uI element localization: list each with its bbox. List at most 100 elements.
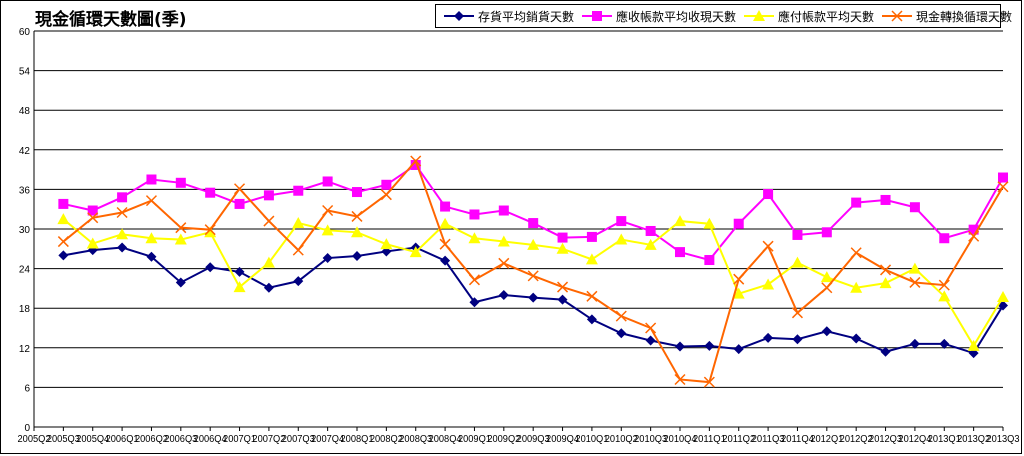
x-tick-label: 2011Q3: [752, 434, 785, 445]
data-point-series-2: [322, 176, 333, 187]
data-point-series-4: [380, 189, 392, 201]
data-point-series-3: [321, 224, 334, 236]
x-tick-label: 2008Q4: [429, 434, 462, 445]
data-point-series-4: [498, 257, 510, 269]
data-point-series-1: [469, 297, 480, 308]
data-point-series-4: [615, 310, 627, 322]
data-point-series-3: [527, 238, 540, 250]
chart-legend: 存貨平均銷貨天數 應收帳款平均收現天數 應付帳款平均天數 現金轉換循環天數: [435, 4, 1012, 28]
data-point-series-1: [440, 255, 451, 266]
data-point-series-3: [585, 253, 598, 265]
chart-title: 現金循環天數圖(季): [35, 10, 187, 30]
data-point-series-3: [967, 339, 980, 351]
data-point-series-2: [909, 202, 920, 213]
x-tick-label: 2008Q3: [399, 434, 432, 445]
data-point-series-3: [938, 290, 951, 302]
data-point-series-3: [116, 228, 129, 240]
data-point-series-4: [527, 270, 539, 282]
data-point-series-1: [851, 333, 862, 344]
data-point-series-1: [616, 328, 627, 339]
data-point-series-4: [850, 247, 862, 259]
data-point-series-1: [645, 335, 656, 346]
data-point-series-3: [233, 281, 246, 293]
series-line-3: [62, 218, 1004, 348]
x-tick-label: 2012Q2: [840, 434, 873, 445]
data-point-series-4: [263, 215, 275, 227]
y-tick-label: 60: [19, 27, 31, 38]
data-point-series-3: [908, 262, 921, 274]
data-point-series-3: [468, 232, 481, 244]
y-tick-label: 48: [19, 106, 31, 117]
data-point-series-1: [675, 341, 685, 352]
y-tick-label: 0: [24, 423, 30, 434]
data-point-series-3: [556, 242, 569, 254]
legend-entry: 存貨平均銷貨天數: [442, 8, 574, 25]
data-point-series-4: [645, 322, 657, 334]
x-tick-label: 2013Q1: [928, 434, 961, 445]
data-point-series-3: [732, 287, 745, 299]
data-point-series-4: [322, 204, 334, 217]
data-point-series-2: [205, 187, 216, 198]
x-tick-label: 2006Q2: [135, 434, 168, 445]
data-point-series-1: [821, 326, 832, 337]
x-tick-label: 2010Q3: [634, 434, 667, 445]
data-point-series-2: [704, 255, 715, 266]
data-point-series-3: [145, 232, 158, 244]
data-point-series-2: [263, 190, 274, 201]
legend-label: 應付帳款平均天數: [778, 9, 875, 24]
x-tick-label: 2006Q1: [106, 434, 139, 445]
data-point-series-4: [204, 224, 216, 236]
data-point-series-1: [586, 314, 597, 325]
legend-entry: 現金轉換循環天數: [880, 8, 1012, 25]
data-point-series-3: [439, 217, 452, 229]
y-tick-label: 54: [19, 67, 31, 78]
data-point-series-2: [440, 201, 451, 212]
legend-swatch: [444, 11, 474, 21]
x-tick-label: 2010Q2: [605, 434, 638, 445]
data-point-series-1: [792, 334, 803, 345]
data-point-series-4: [674, 373, 686, 386]
x-tick-label: 2010Q1: [575, 434, 608, 445]
x-tick-label: 2007Q3: [282, 434, 315, 445]
data-point-series-3: [57, 213, 70, 225]
y-tick-label: 42: [19, 146, 31, 157]
data-point-series-4: [762, 240, 774, 252]
data-point-series-2: [998, 172, 1008, 183]
data-point-series-2: [117, 192, 128, 203]
data-point-series-2: [381, 179, 392, 190]
series-line-4: [62, 159, 1004, 384]
data-point-series-4: [791, 307, 803, 319]
x-tick-label: 2013Q3: [987, 434, 1020, 445]
data-point-series-3: [380, 238, 393, 250]
data-point-series-1: [293, 276, 304, 287]
legend-entry: 應付帳款平均天數: [742, 8, 874, 25]
data-point-series-2: [234, 198, 245, 209]
data-point-series-3: [86, 237, 99, 249]
data-point-series-4: [175, 222, 187, 234]
data-point-series-1: [175, 277, 186, 288]
y-tick-label: 6: [24, 383, 30, 394]
legend-swatch-marker: [454, 11, 464, 21]
data-point-series-3: [262, 256, 275, 268]
data-point-series-2: [293, 185, 304, 196]
x-tick-label: 2012Q3: [869, 434, 902, 445]
data-point-series-2: [528, 218, 539, 229]
y-tick-label: 18: [19, 304, 31, 315]
x-tick-label: 2007Q1: [223, 434, 256, 445]
data-point-series-1: [117, 242, 128, 253]
data-point-series-2: [146, 174, 157, 185]
y-tick-label: 12: [19, 344, 31, 355]
data-point-series-3: [351, 226, 363, 238]
data-point-series-4: [586, 290, 598, 302]
legend-swatch-marker: [753, 10, 766, 21]
x-tick-label: 2009Q4: [546, 434, 579, 445]
data-point-series-2: [557, 232, 568, 243]
data-point-series-1: [763, 332, 774, 343]
data-point-series-3: [644, 238, 657, 250]
data-point-series-3: [174, 233, 187, 245]
data-point-series-4: [997, 181, 1009, 193]
data-point-series-3: [820, 271, 833, 283]
data-point-series-1: [557, 294, 568, 305]
